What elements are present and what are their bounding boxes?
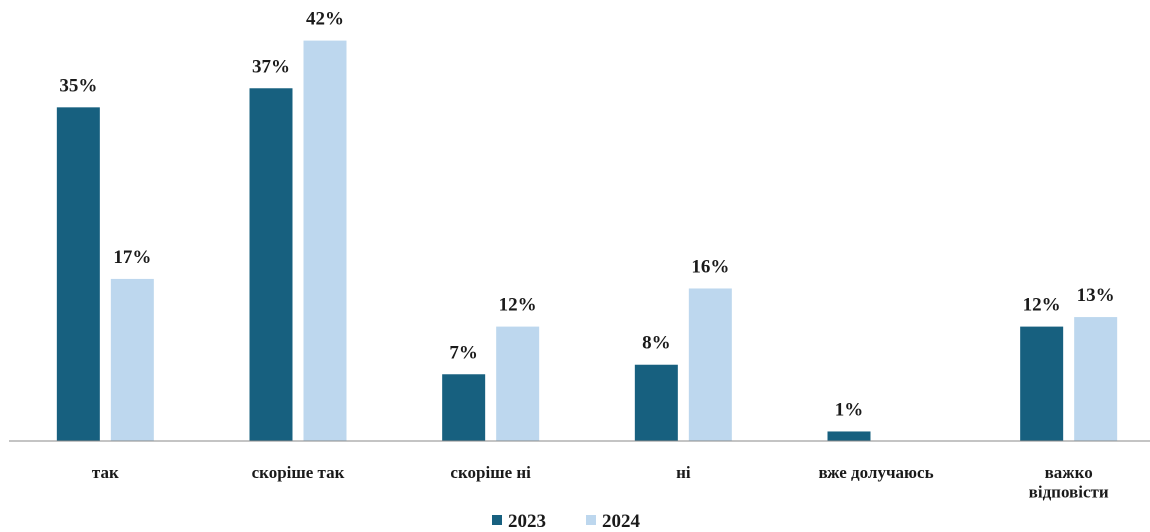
x-tick-label: скоріше так [252,463,345,482]
data-label: 12% [499,295,537,316]
bar [634,364,678,441]
x-tick-label: вже долучаюсь [818,463,933,482]
bar [827,431,871,441]
data-label: 8% [642,333,671,354]
x-tick-label: важко відповісти [1029,463,1109,502]
data-label: 42% [306,9,344,30]
data-label: 12% [1023,295,1061,316]
bar [56,107,100,441]
data-label: 37% [252,56,290,77]
bar [249,88,293,442]
data-label: 16% [691,256,729,277]
bar [303,40,347,441]
bar [1020,326,1064,441]
x-tick-label: скоріше ні [450,463,531,482]
x-tick-label: ні [676,463,691,482]
bar [688,288,732,441]
data-label: 13% [1077,285,1115,306]
legend-label: 2023 [508,511,546,532]
legend-label: 2024 [602,511,641,532]
data-label: 35% [59,75,97,96]
legend-swatch [492,515,502,525]
bar [496,326,540,441]
data-label: 1% [835,399,864,420]
x-tick-label: так [92,463,119,482]
data-label: 7% [449,342,478,363]
bar [110,278,154,441]
bar [1074,317,1118,441]
legend-swatch [586,515,596,525]
bar [442,374,486,441]
data-label: 17% [113,247,151,268]
